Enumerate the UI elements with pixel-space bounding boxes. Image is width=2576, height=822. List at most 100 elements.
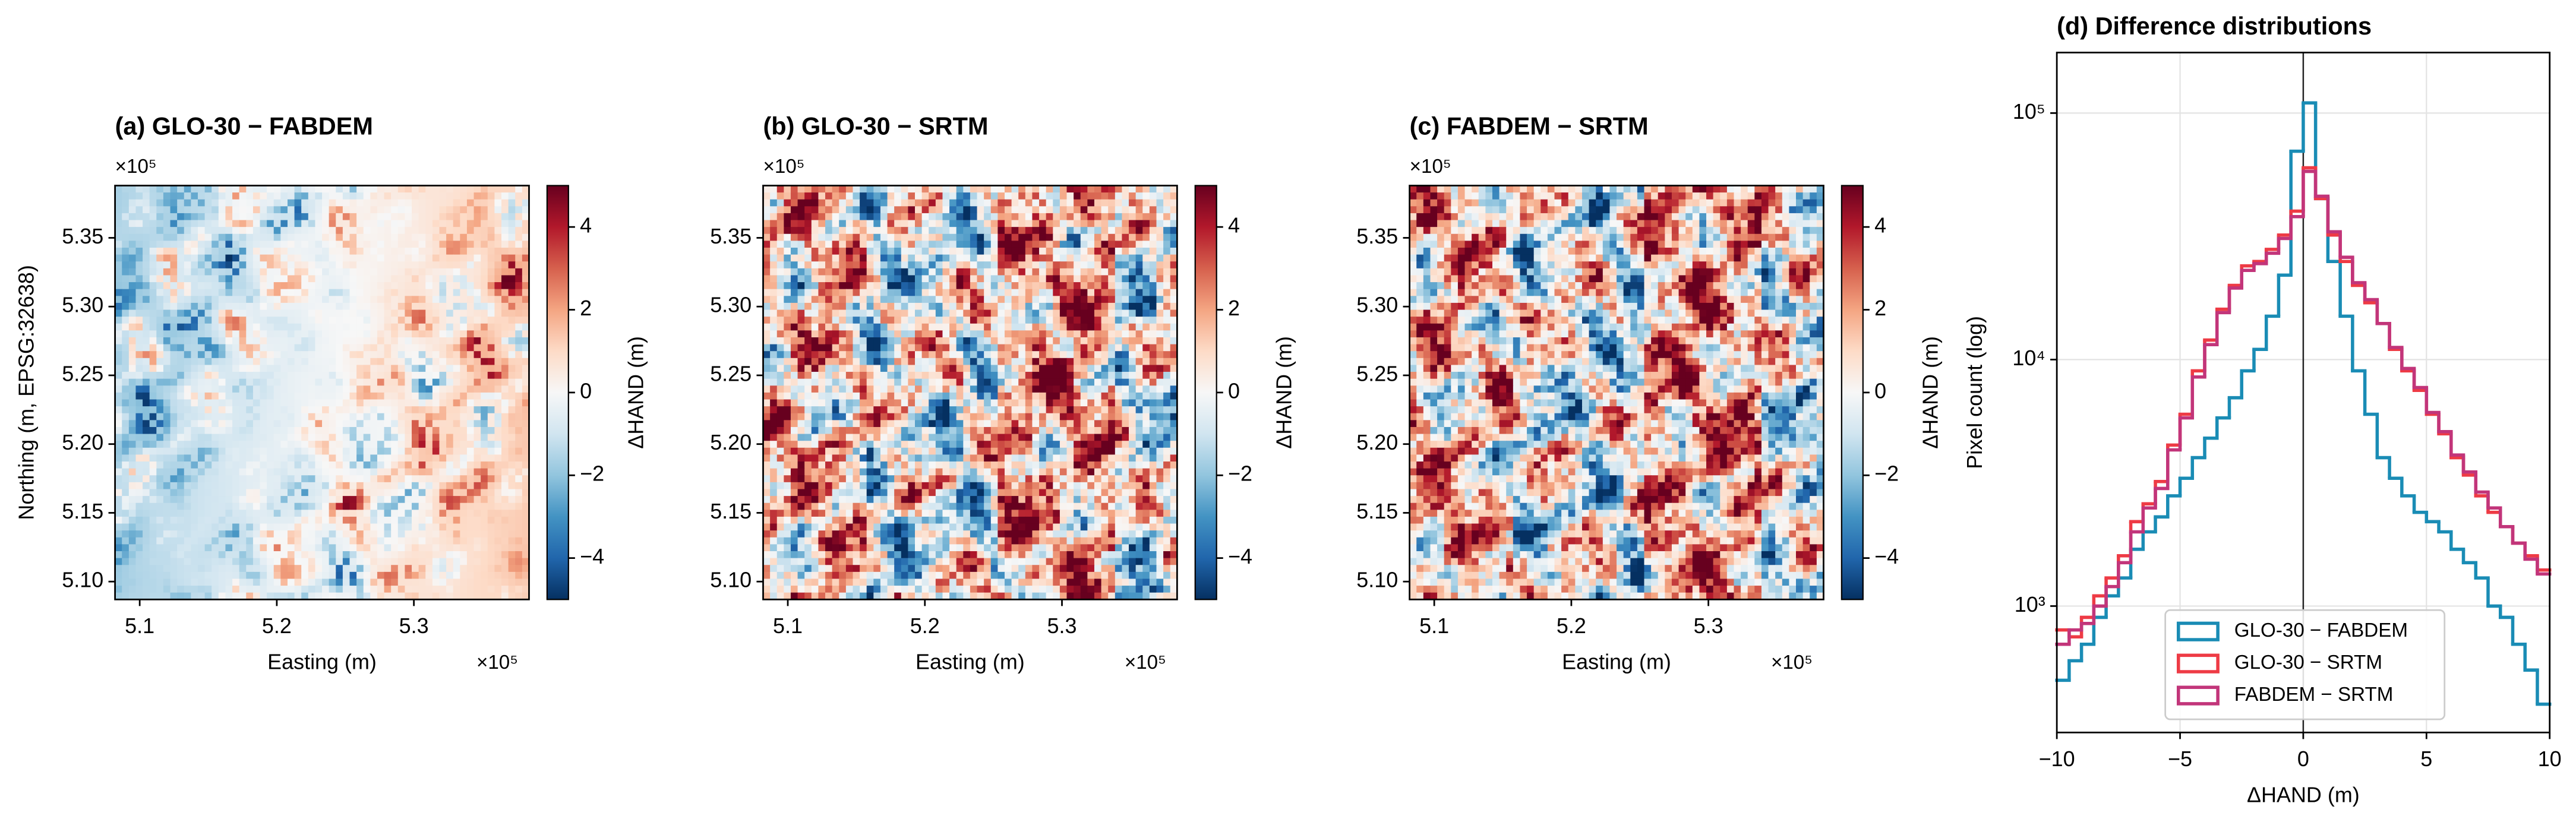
raster-cell [1163, 241, 1171, 248]
raster-cell [267, 227, 274, 235]
raster-cell [280, 261, 288, 269]
raster-cell [494, 309, 502, 317]
raster-cell [267, 482, 274, 490]
raster-cell [143, 426, 150, 435]
raster-cell [1170, 192, 1178, 200]
raster-cell [329, 317, 337, 324]
raster-cell [942, 268, 950, 276]
raster-cell [184, 523, 192, 532]
raster-cell [1122, 185, 1129, 193]
raster-cell [790, 289, 798, 297]
raster-cell [239, 523, 247, 532]
raster-cell [784, 330, 791, 338]
raster-cell [425, 351, 433, 359]
raster-cell [163, 592, 171, 600]
raster-cell [825, 330, 833, 338]
raster-cell [204, 365, 213, 372]
raster-cell [1039, 220, 1047, 227]
raster-cell [494, 454, 502, 462]
raster-cell [990, 227, 999, 235]
raster-cell [197, 544, 206, 552]
raster-cell [384, 516, 392, 524]
raster-cell [1011, 233, 1019, 242]
raster-cell [294, 296, 302, 303]
raster-cell [929, 227, 936, 235]
raster-cell [115, 302, 123, 311]
raster-cell [397, 185, 406, 193]
raster-cell [239, 337, 247, 345]
raster-cell [956, 199, 964, 207]
raster-cell [232, 406, 240, 414]
raster-cell [860, 247, 867, 255]
raster-cell [412, 565, 419, 573]
raster-cell [508, 192, 516, 200]
raster-cell [135, 227, 143, 235]
raster-cell [494, 392, 502, 400]
raster-cell [197, 254, 206, 263]
raster-cell [1094, 199, 1102, 207]
raster-cell [473, 241, 481, 248]
raster-cell [818, 213, 826, 221]
raster-cell [1087, 241, 1095, 248]
raster-cell [1039, 282, 1047, 290]
raster-cell [336, 496, 343, 504]
raster-cell [315, 289, 323, 297]
raster-cell [273, 592, 282, 600]
raster-cell [1108, 199, 1116, 207]
raster-cell [377, 282, 385, 290]
raster-cell [956, 233, 964, 242]
raster-cell [370, 254, 378, 263]
raster-cell [494, 358, 502, 366]
raster-cell [308, 482, 316, 490]
raster-cell [460, 296, 468, 303]
raster-cell [301, 317, 309, 324]
raster-cell [508, 351, 516, 359]
raster-cell [790, 317, 798, 324]
raster-cell [260, 434, 267, 442]
raster-cell [170, 241, 178, 248]
raster-cell [908, 323, 916, 331]
raster-cell [1039, 206, 1047, 214]
raster-cell [177, 378, 185, 387]
raster-cell [929, 268, 936, 276]
raster-cell [487, 454, 495, 462]
raster-cell [143, 420, 150, 428]
raster-cell [252, 330, 261, 338]
raster-cell [494, 268, 502, 276]
raster-cell [412, 268, 419, 276]
raster-cell [515, 406, 523, 414]
raster-cell [308, 302, 316, 311]
raster-cell [260, 565, 267, 573]
raster-cell [990, 185, 999, 193]
raster-cell [1156, 275, 1164, 283]
raster-cell [115, 406, 123, 414]
raster-cell [515, 213, 523, 221]
raster-cell [970, 323, 978, 331]
raster-cell [776, 337, 785, 345]
x-offset-label: ×10⁵ [476, 652, 518, 674]
raster-cell [790, 233, 798, 242]
raster-cell [405, 317, 412, 324]
raster-cell [942, 337, 950, 345]
raster-cell [218, 213, 226, 221]
raster-cell [508, 571, 516, 580]
raster-cell [156, 510, 164, 517]
raster-cell [115, 185, 123, 193]
raster-cell [267, 323, 274, 331]
raster-cell [405, 247, 412, 255]
raster-cell [301, 571, 309, 580]
raster-cell [370, 185, 378, 193]
raster-cell [825, 268, 833, 276]
raster-cell [156, 544, 164, 552]
raster-cell [356, 468, 364, 476]
raster-cell [377, 254, 385, 263]
raster-cell [115, 571, 123, 580]
raster-cell [267, 461, 274, 469]
raster-cell [963, 275, 971, 283]
raster-cell [143, 358, 150, 366]
raster-cell [273, 523, 282, 532]
raster-cell [225, 392, 233, 400]
raster-cell [156, 268, 164, 276]
raster-cell [329, 544, 337, 552]
raster-cell [170, 247, 178, 255]
